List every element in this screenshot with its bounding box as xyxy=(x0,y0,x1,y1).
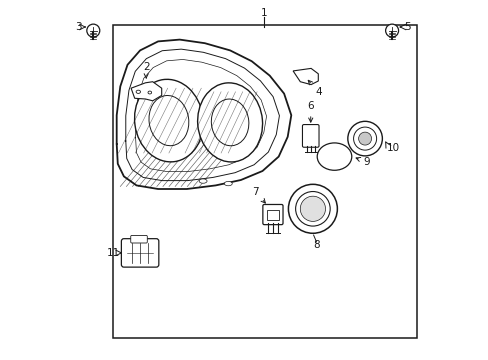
Ellipse shape xyxy=(211,99,248,146)
Text: 7: 7 xyxy=(251,186,265,203)
Text: 11: 11 xyxy=(106,248,120,258)
Ellipse shape xyxy=(347,121,382,156)
Ellipse shape xyxy=(197,83,262,162)
Circle shape xyxy=(87,24,100,37)
Circle shape xyxy=(385,24,398,37)
Text: 5: 5 xyxy=(403,22,410,32)
Ellipse shape xyxy=(295,192,329,226)
Text: 8: 8 xyxy=(312,240,319,250)
Text: 6: 6 xyxy=(307,101,313,122)
Text: 3: 3 xyxy=(75,22,81,32)
Ellipse shape xyxy=(300,196,325,221)
Text: 9: 9 xyxy=(355,157,369,167)
Text: 2: 2 xyxy=(142,62,149,78)
Ellipse shape xyxy=(358,132,371,145)
Polygon shape xyxy=(131,82,162,101)
Text: 4: 4 xyxy=(307,80,321,97)
FancyBboxPatch shape xyxy=(121,239,159,267)
Bar xyxy=(266,210,278,220)
FancyBboxPatch shape xyxy=(302,125,318,147)
Ellipse shape xyxy=(134,79,203,162)
Ellipse shape xyxy=(224,181,232,186)
Polygon shape xyxy=(292,68,318,85)
Ellipse shape xyxy=(136,90,140,94)
Ellipse shape xyxy=(199,179,206,183)
FancyBboxPatch shape xyxy=(130,235,147,243)
Ellipse shape xyxy=(148,91,151,94)
Ellipse shape xyxy=(353,127,376,150)
Ellipse shape xyxy=(288,184,337,233)
Text: 10: 10 xyxy=(386,143,399,153)
Ellipse shape xyxy=(317,143,351,170)
Polygon shape xyxy=(117,40,291,189)
Ellipse shape xyxy=(149,95,188,146)
Text: 1: 1 xyxy=(261,8,267,18)
Bar xyxy=(113,25,416,338)
FancyBboxPatch shape xyxy=(263,204,283,225)
